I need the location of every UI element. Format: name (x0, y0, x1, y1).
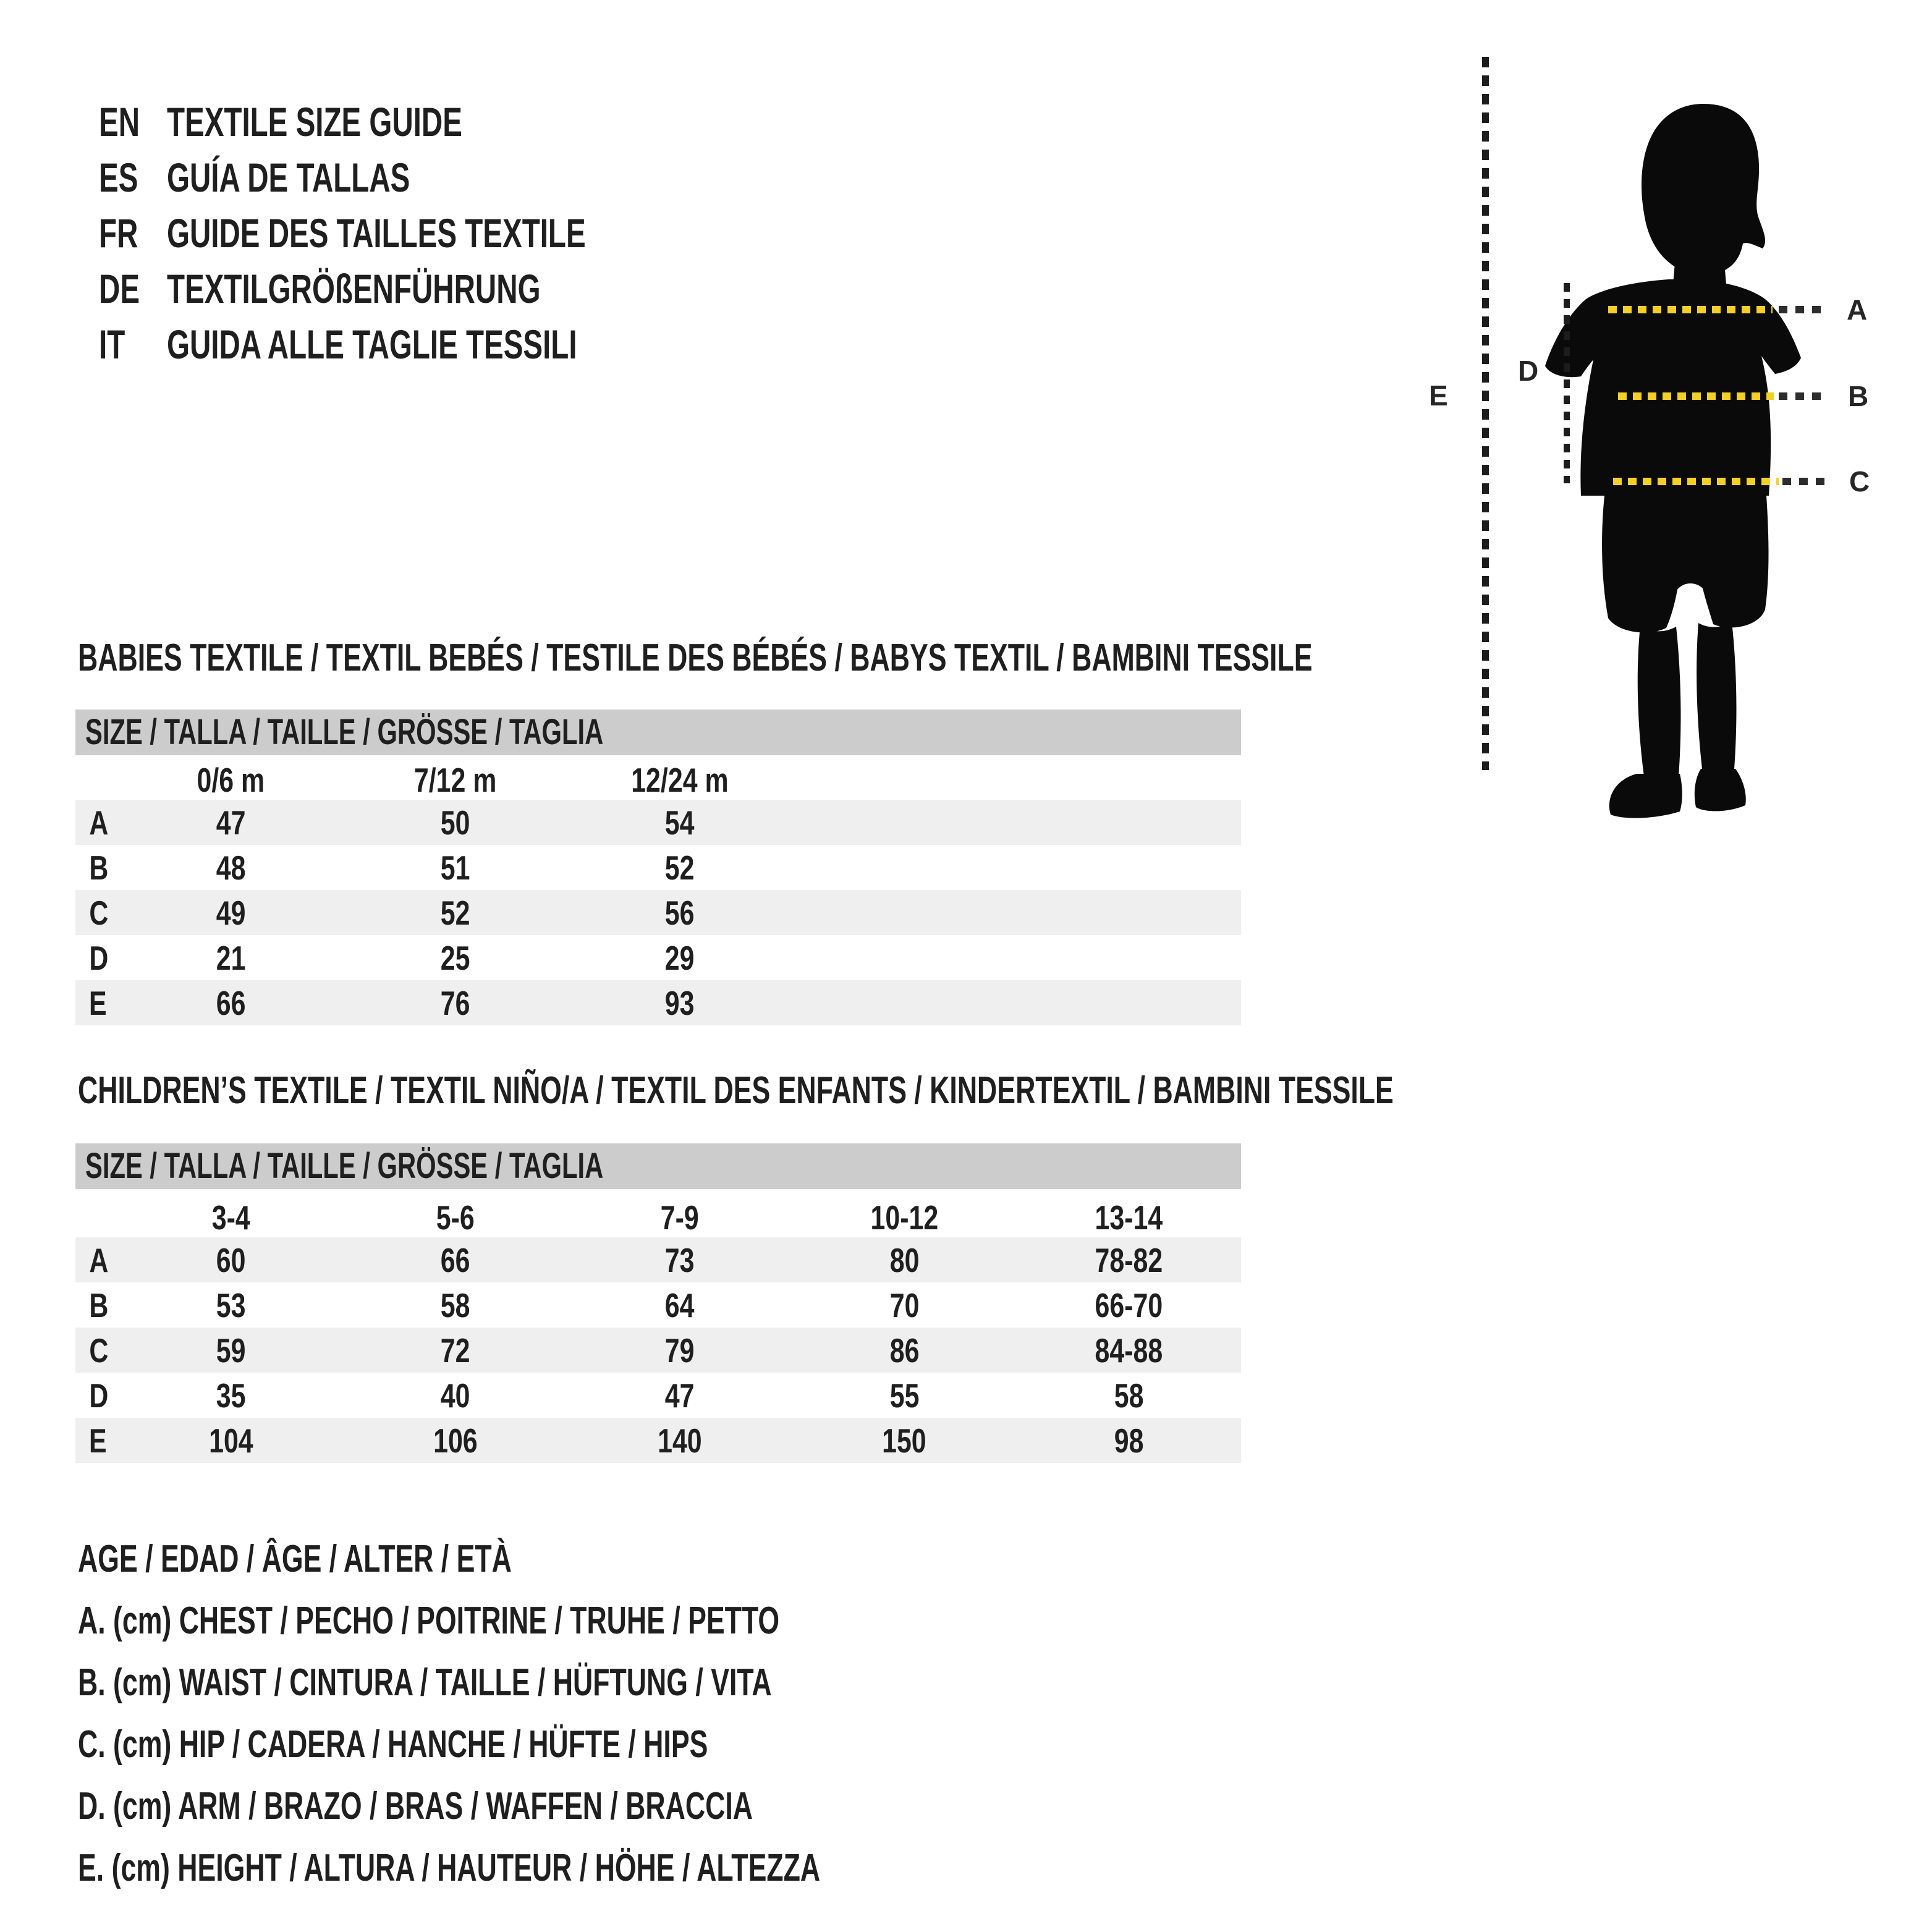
babies-size-header-label: SIZE / TALLA / TAILLE / GRÖSSE / TAGLIA (85, 712, 604, 752)
table-row: D 21 25 29 (75, 935, 1241, 980)
children-section-heading: CHILDREN’S TEXTILE / TEXTIL NIÑO/A / TEX… (78, 1069, 1394, 1112)
row-label-b: B (89, 1286, 109, 1324)
chest-measure-line-a-dark (1779, 306, 1827, 313)
right-shoe-silhouette (1694, 769, 1746, 811)
row-label-a: A (89, 1240, 109, 1279)
babies-col-7-12m: 7/12 m (413, 761, 497, 799)
row-label-c: C (89, 1331, 109, 1370)
table-row: C 49 52 56 (75, 890, 1241, 935)
legend-waist: B. (cm) WAIST / CINTURA / TAILLE / HÜFTU… (78, 1661, 772, 1704)
hip-measure-line-c-yellow (1613, 478, 1779, 485)
chest-measure-line-a-yellow (1608, 306, 1773, 313)
waist-measure-line-b-dark (1779, 392, 1827, 400)
left-shoe-silhouette (1609, 774, 1682, 818)
babies-col-12-24m: 12/24 m (631, 761, 729, 799)
row-label-d: D (89, 938, 109, 977)
arm-measure-line-d (1564, 283, 1570, 483)
children-col-10-12: 10-12 (870, 1198, 939, 1237)
babies-size-header-band: SIZE / TALLA / TAILLE / GRÖSSE / TAGLIA (75, 710, 1241, 755)
table-row: D 35 40 47 55 58 (75, 1373, 1241, 1418)
children-table-column-header-row: 3-4 5-6 7-9 10-12 13-14 (75, 1198, 1241, 1237)
children-size-header-band: SIZE / TALLA / TAILLE / GRÖSSE / TAGLIA (75, 1143, 1241, 1189)
title-de: TEXTILGRÖßENFÜHRUNG (167, 266, 541, 311)
children-size-header-label: SIZE / TALLA / TAILLE / GRÖSSE / TAGLIA (85, 1146, 604, 1186)
table-row: C 59 72 79 86 84-88 (75, 1328, 1241, 1373)
title-en: TEXTILE SIZE GUIDE (167, 99, 462, 145)
row-label-d: D (89, 1376, 109, 1415)
table-row: A 60 66 73 80 78-82 (75, 1237, 1241, 1282)
table-row: B 53 58 64 70 66-70 (75, 1282, 1241, 1328)
title-fr: GUIDE DES TAILLES TEXTILE (167, 210, 586, 256)
figure-label-c: C (1849, 465, 1870, 498)
table-row: E 104 106 140 150 98 (75, 1418, 1241, 1463)
shorts-silhouette (1602, 496, 1769, 633)
waist-measure-line-b-yellow (1618, 392, 1774, 400)
height-measure-line-e (1482, 57, 1489, 770)
figure-label-d: D (1518, 355, 1539, 387)
legend-hip: C. (cm) HIP / CADERA / HANCHE / HÜFTE / … (78, 1723, 708, 1766)
head-silhouette (1642, 104, 1766, 275)
babies-col-0-6m: 0/6 m (197, 761, 265, 799)
row-label-c: C (89, 893, 109, 932)
legend-height: E. (cm) HEIGHT / ALTURA / HAUTEUR / HÖHE… (78, 1847, 821, 1889)
title-es: GUÍA DE TALLAS (167, 155, 410, 200)
title-it: GUIDA ALLE TAGLIE TESSILI (167, 321, 577, 367)
row-label-e: E (89, 983, 107, 1022)
row-label-b: B (89, 848, 109, 887)
table-row: E 66 76 93 (75, 980, 1241, 1025)
right-leg-silhouette (1697, 622, 1737, 769)
row-label-e: E (89, 1421, 107, 1460)
babies-table-column-header-row: 0/6 m 7/12 m 12/24 m (75, 760, 1241, 800)
lang-code-it: IT (99, 321, 125, 367)
lang-code-de: DE (99, 266, 140, 311)
figure-label-e: E (1429, 379, 1448, 412)
children-col-7-9: 7-9 (660, 1198, 699, 1237)
children-size-table: 3-4 5-6 7-9 10-12 13-14 A 60 66 73 80 78… (75, 1198, 1241, 1463)
lang-code-es: ES (99, 155, 138, 200)
babies-size-table: 0/6 m 7/12 m 12/24 m A 47 50 54 B 48 51 … (75, 760, 1241, 1025)
children-col-5-6: 5-6 (436, 1198, 475, 1237)
figure-label-b: B (1848, 380, 1869, 412)
children-col-13-14: 13-14 (1095, 1198, 1163, 1237)
lang-code-fr: FR (99, 210, 138, 256)
legend-age: AGE / EDAD / ÂGE / ALTER / ETÀ (78, 1538, 512, 1580)
babies-section-heading: BABIES TEXTILE / TEXTIL BEBÉS / TESTILE … (78, 637, 1313, 679)
table-row: A 47 50 54 (75, 800, 1241, 845)
legend-arm: D. (cm) ARM / BRAZO / BRAS / WAFFEN / BR… (78, 1785, 753, 1828)
table-row: B 48 51 52 (75, 845, 1241, 890)
left-leg-silhouette (1637, 625, 1681, 776)
figure-label-a: A (1847, 294, 1868, 326)
hip-measure-line-c-dark (1782, 478, 1831, 485)
shirt-silhouette (1545, 279, 1801, 496)
row-label-a: A (89, 803, 109, 842)
legend-chest: A. (cm) CHEST / PECHO / POITRINE / TRUHE… (78, 1599, 780, 1642)
children-col-3-4: 3-4 (211, 1198, 250, 1237)
lang-code-en: EN (99, 99, 140, 145)
